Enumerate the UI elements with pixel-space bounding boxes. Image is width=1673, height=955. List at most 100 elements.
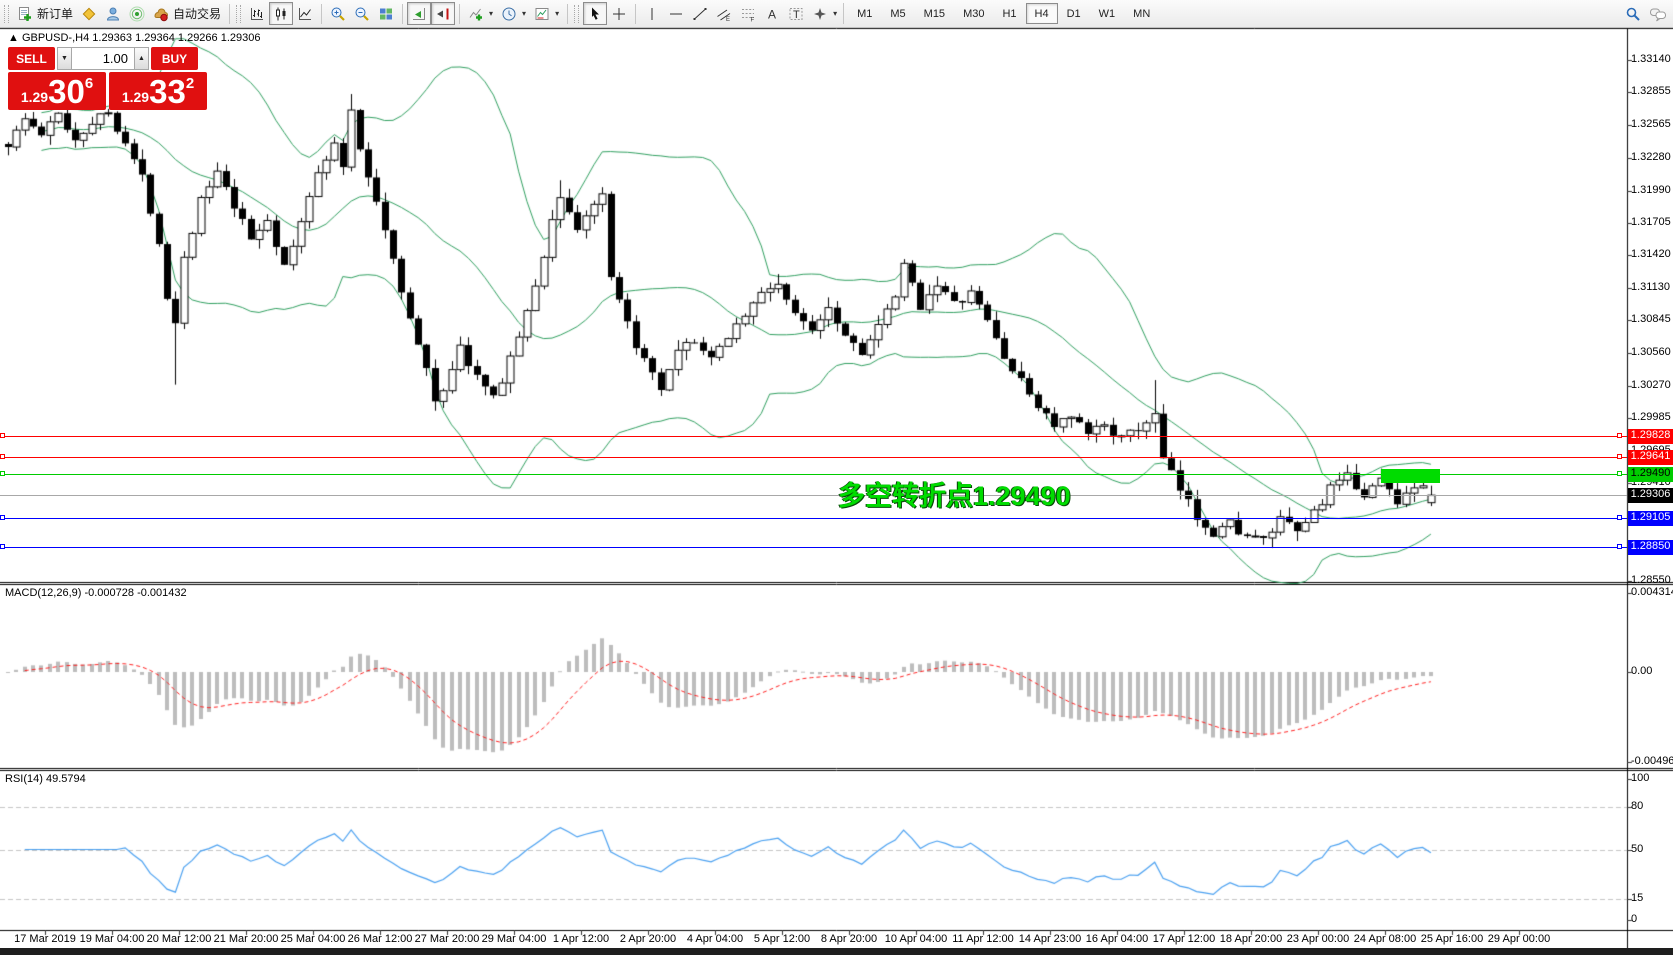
- horizontal-line-button[interactable]: [664, 2, 688, 25]
- hline-handle-left[interactable]: [0, 544, 5, 549]
- price-axis-label: 1.31420: [1631, 248, 1671, 261]
- time-axis-label: 24 Apr 08:00: [1353, 933, 1417, 945]
- hline-1.29828[interactable]: [0, 433, 1627, 438]
- hline-handle-right[interactable]: [1617, 515, 1622, 520]
- bar-chart-button[interactable]: [245, 2, 269, 25]
- highlight-rectangle[interactable]: [1381, 469, 1440, 483]
- auto-scroll-button[interactable]: [407, 2, 432, 25]
- cursor-button[interactable]: [583, 2, 608, 25]
- collapse-icon[interactable]: ▲: [8, 32, 19, 44]
- current-price-tag: 1.29306: [1628, 488, 1673, 503]
- sell-price-big: 30: [48, 73, 85, 110]
- hline-handle-left[interactable]: [0, 433, 5, 438]
- timeframe-d1[interactable]: D1: [1058, 3, 1090, 24]
- rsi-axis-label: 50: [1631, 842, 1644, 855]
- hline-handle-right[interactable]: [1617, 471, 1622, 476]
- hline-price-tag: 1.29641: [1628, 450, 1673, 465]
- sell-price-box[interactable]: 1.29 30 6: [8, 72, 106, 110]
- hline-1.28850[interactable]: [0, 544, 1627, 549]
- volume-decrease-button[interactable]: ▼: [57, 47, 72, 70]
- one-click-trading-panel: SELL ▼ ▲ BUY 1.29 30 6 1.29 33 2: [8, 47, 207, 110]
- hline-1.29641[interactable]: [0, 454, 1627, 459]
- arrows-button[interactable]: ▾: [808, 2, 841, 25]
- toolbar-grip[interactable]: [574, 4, 580, 23]
- new-order-button[interactable]: 新订单: [13, 2, 77, 25]
- time-axis-label: 2 Apr 20:00: [619, 933, 677, 945]
- zoom-out-button[interactable]: [350, 2, 374, 25]
- price-axis-label: 1.31990: [1631, 183, 1671, 196]
- time-axis-label: 21 Mar 20:00: [213, 933, 279, 945]
- autotrading-button[interactable]: 自动交易: [149, 2, 225, 25]
- channel-icon: E: [716, 6, 732, 22]
- hline-handle-left[interactable]: [0, 515, 5, 520]
- volume-input[interactable]: [72, 47, 134, 70]
- periods-button[interactable]: ▾: [497, 2, 530, 25]
- chart-shift-button[interactable]: [431, 2, 456, 25]
- hline-handle-right[interactable]: [1617, 544, 1622, 549]
- indicators-button[interactable]: ▾: [464, 2, 497, 25]
- deposit-button[interactable]: [77, 2, 101, 25]
- crosshair-button[interactable]: [607, 2, 631, 25]
- signals-button[interactable]: [125, 2, 149, 25]
- buy-button[interactable]: BUY: [151, 47, 198, 70]
- time-axis-label: 14 Apr 23:00: [1018, 933, 1082, 945]
- svg-text:T: T: [793, 9, 800, 21]
- toolbar-grip[interactable]: [4, 4, 9, 23]
- new-order-label: 新订单: [37, 7, 74, 21]
- hline-handle-right[interactable]: [1617, 454, 1622, 459]
- text-label-button[interactable]: T: [784, 2, 808, 25]
- indicators-icon: [468, 6, 484, 22]
- hline-1.29490[interactable]: [0, 471, 1627, 476]
- templates-button[interactable]: ▾: [530, 2, 563, 25]
- candlestick-chart-button[interactable]: [269, 2, 294, 25]
- buy-price-small: 1.29: [121, 89, 150, 105]
- search-button[interactable]: [1621, 2, 1645, 25]
- line-chart-button[interactable]: [293, 2, 317, 25]
- time-axis-label: 8 Apr 20:00: [820, 933, 878, 945]
- timeframe-mn[interactable]: MN: [1124, 3, 1159, 24]
- timeframe-h4[interactable]: H4: [1025, 3, 1058, 24]
- timeframe-m5[interactable]: M5: [881, 3, 914, 24]
- cursor-icon: [587, 6, 603, 22]
- hline-handle-left[interactable]: [0, 454, 5, 459]
- price-axis-label: 1.30845: [1631, 313, 1671, 326]
- volume-increase-button[interactable]: ▲: [134, 47, 149, 70]
- text-button[interactable]: A: [760, 2, 784, 25]
- hline-handle-left[interactable]: [0, 471, 5, 476]
- sell-button[interactable]: SELL: [8, 47, 55, 70]
- timeframe-h1[interactable]: H1: [993, 3, 1025, 24]
- time-axis-label: 5 Apr 12:00: [753, 933, 811, 945]
- timeframe-m30[interactable]: M30: [954, 3, 993, 24]
- timeframe-m1[interactable]: M1: [848, 3, 881, 24]
- vertical-line-button[interactable]: [640, 2, 664, 25]
- zoom-in-icon: [330, 6, 346, 22]
- macd-axis-label: 0.004314: [1631, 586, 1673, 599]
- trendline-button[interactable]: [688, 2, 712, 25]
- buy-price-box[interactable]: 1.29 33 2: [109, 72, 207, 110]
- time-axis-label: 1 Apr 12:00: [552, 933, 610, 945]
- timeframe-m15[interactable]: M15: [915, 3, 954, 24]
- timeframe-w1[interactable]: W1: [1090, 3, 1125, 24]
- time-axis-label: 20 Mar 12:00: [146, 933, 212, 945]
- chat-button[interactable]: [1645, 2, 1671, 25]
- community-button[interactable]: [101, 2, 125, 25]
- chart-annotation-text[interactable]: 多空转折点1.29490: [838, 481, 1071, 511]
- zoom-in-button[interactable]: [326, 2, 350, 25]
- rsi-axis-label: 0: [1631, 913, 1638, 925]
- hline-1.29105[interactable]: [0, 515, 1627, 520]
- time-axis-label: 17 Mar 2019: [14, 933, 76, 945]
- candlestick-icon: [273, 6, 289, 22]
- svg-text:F: F: [751, 17, 755, 22]
- toolbar-separator: [402, 3, 404, 24]
- toolbar-grip[interactable]: [236, 4, 242, 23]
- fibonacci-button[interactable]: F: [736, 2, 760, 25]
- tile-windows-button[interactable]: [374, 2, 398, 25]
- equidistant-channel-button[interactable]: E: [712, 2, 736, 25]
- rsi-axis-label: 80: [1631, 800, 1644, 813]
- price-axis-label: 1.31705: [1631, 215, 1671, 228]
- time-axis-label: 26 Mar 12:00: [347, 933, 413, 945]
- rsi-label: RSI(14) 49.5794: [5, 773, 86, 785]
- time-axis-label: 11 Apr 12:00: [952, 933, 1014, 945]
- hline-handle-right[interactable]: [1617, 433, 1622, 438]
- symbol-period-label: GBPUSD-,H4: [21, 32, 90, 44]
